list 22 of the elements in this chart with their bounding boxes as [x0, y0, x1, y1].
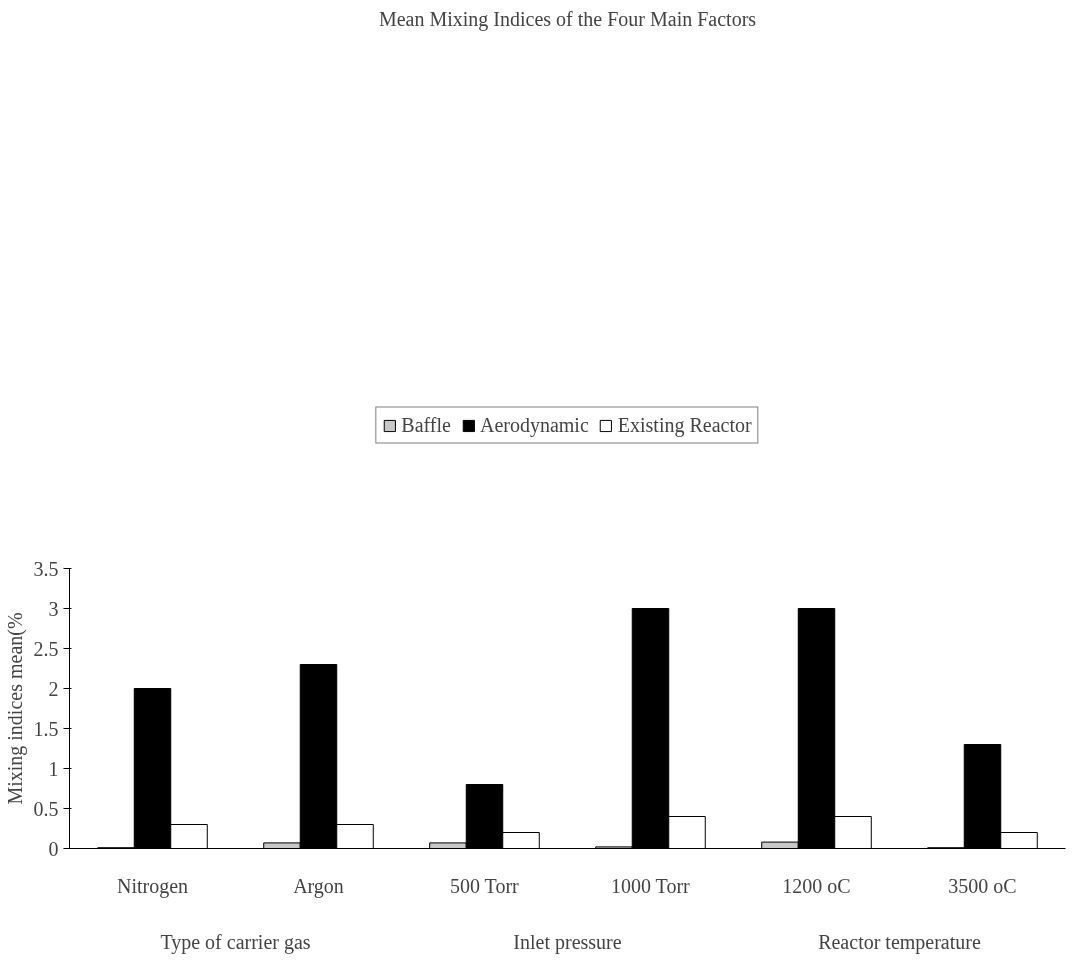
x-tick-label: 1000 Torr — [610, 874, 691, 897]
text: Type of carrier gas — [160, 930, 311, 954]
legend-label: Existing Reactor — [617, 413, 752, 437]
x-tick-label: Argon — [293, 874, 344, 898]
x-tick-label: 1200 oC — [782, 874, 851, 897]
y-tick-label: 1.5 — [33, 717, 59, 740]
y-tick-label: 0 — [48, 837, 59, 860]
y-axis-title: Mixing indices mean(% — [3, 612, 27, 805]
x-tick-label: Nitrogen — [116, 874, 189, 898]
y-tick-label: 2.5 — [33, 637, 59, 660]
y-tick-label: 1 — [48, 757, 59, 780]
legend-label: Aerodynamic — [479, 413, 589, 437]
x-tick-label: 500 Torr — [449, 874, 520, 897]
legend-label: Baffle — [401, 413, 451, 437]
y-tick-label: 2 — [48, 677, 59, 700]
text: Reactor temperature — [818, 930, 981, 954]
x-tick-label: 3500 oC — [948, 874, 1017, 897]
y-tick-label: 3.5 — [33, 557, 59, 580]
chart-title: Mean Mixing Indices of the Four Main Factors — [378, 7, 757, 31]
y-tick-label: 0.5 — [33, 797, 59, 820]
text: Inlet pressure — [513, 930, 622, 954]
y-tick-label: 3 — [48, 597, 59, 620]
